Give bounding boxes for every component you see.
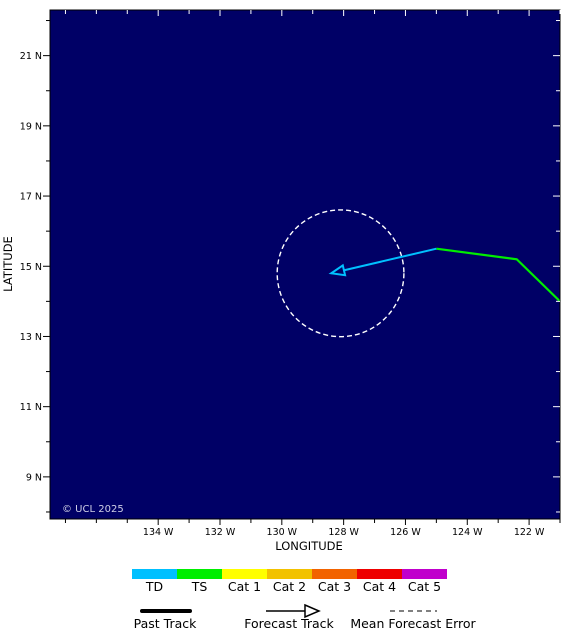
- legend: TD TS Cat 1 Cat 2 Cat 3 Cat 4 Cat 5: [132, 569, 447, 594]
- forecast-arrow-icon: [304, 603, 321, 619]
- y-tick-label: 13 N: [20, 332, 42, 343]
- intensity-swatch: [222, 569, 267, 579]
- y-tick-label: 17 N: [20, 192, 42, 203]
- x-tick-label: 130 W: [267, 527, 298, 538]
- error-key-label: Mean Forecast Error: [350, 616, 476, 631]
- intensity-label: Cat 1: [228, 579, 261, 594]
- past-track-key-label: Past Track: [134, 616, 197, 631]
- intensity-label: Cat 5: [408, 579, 441, 594]
- copyright-text: © UCL 2025: [62, 504, 124, 515]
- axes: 134 W 132 W 130 W 128 W 126 W 124 W 122 W 21 N 1…: [20, 9, 561, 538]
- y-tick-label: 15 N: [20, 262, 42, 273]
- x-tick-label: 128 W: [328, 527, 359, 538]
- y-axis-title: LATITUDE: [1, 236, 15, 292]
- forecast-track-segment: [331, 247, 437, 275]
- intensity-swatch: [132, 569, 177, 579]
- intensity-label: TD: [145, 579, 163, 594]
- x-tick-label: 126 W: [390, 527, 421, 538]
- intensity-label: Cat 3: [318, 579, 351, 594]
- forecast-error-circle: [276, 209, 405, 338]
- line-key-legend: Past Track Forecast Track Mean Forecast …: [134, 603, 477, 631]
- forecast-arrow-icon: [328, 263, 347, 277]
- map-background: [50, 10, 560, 519]
- track-layer: [276, 209, 561, 338]
- x-tick-label: 132 W: [205, 527, 236, 538]
- y-tick-label: 11 N: [20, 402, 42, 413]
- intensity-swatch: [267, 569, 312, 579]
- forecast-track-key-label: Forecast Track: [244, 616, 334, 631]
- intensity-swatch: [357, 569, 402, 579]
- intensity-label: TS: [191, 579, 208, 594]
- map-frame: [49, 9, 561, 520]
- y-tick-label: 9 N: [26, 472, 42, 483]
- x-tick-label: 134 W: [143, 527, 174, 538]
- intensity-swatch: [177, 569, 222, 579]
- intensity-label: Cat 2: [273, 579, 306, 594]
- y-tick-label: 21 N: [20, 51, 42, 62]
- intensity-swatch: [402, 569, 447, 579]
- x-tick-label: 122 W: [514, 527, 545, 538]
- intensity-label: Cat 4: [363, 579, 396, 594]
- x-tick-label: 124 W: [452, 527, 483, 538]
- x-axis-title: LONGITUDE: [275, 539, 343, 553]
- past-track-segment: [436, 247, 561, 303]
- intensity-swatch: [312, 569, 357, 579]
- y-tick-label: 19 N: [20, 121, 42, 132]
